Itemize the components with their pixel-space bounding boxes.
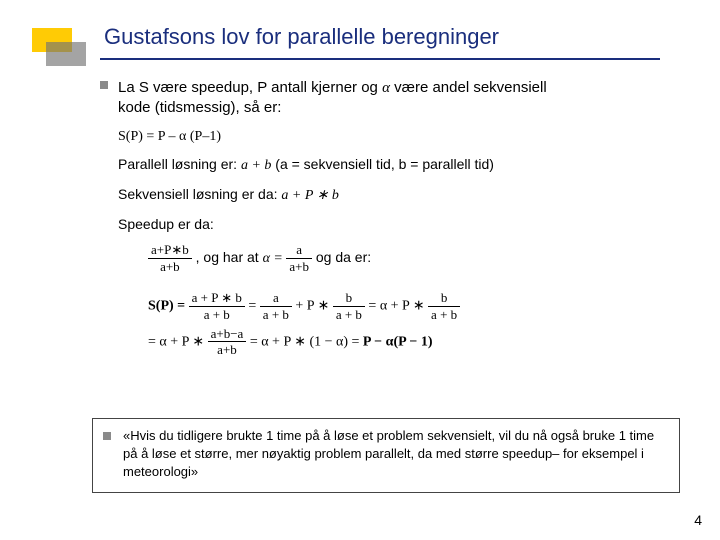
eq-lhs: S(P) = — [148, 299, 189, 314]
speedup-fraction: a+P∗b a+b — [148, 243, 192, 273]
eq-row2-pre: = α + P ∗ — [148, 334, 208, 349]
speedup-num: a+P∗b — [148, 243, 192, 259]
eq-f1-den: a + b — [189, 307, 245, 322]
eq-row2-mid: = α + P ∗ (1 − α) = — [246, 334, 363, 349]
eq-plus-p: + P ∗ — [292, 299, 333, 314]
parallel-pre: Parallell løsning er: — [118, 156, 241, 172]
seq-expr: a + P ∗ b — [281, 188, 338, 203]
eq-f5-den: a+b — [208, 342, 247, 357]
eq-f3: ba + b — [333, 291, 365, 321]
eq-row2-final: P − α(P − 1) — [363, 334, 433, 349]
bullet-icon — [100, 81, 108, 89]
alpha-pre: , og har at — [196, 249, 263, 265]
intro-line1-pre: La S være speedup, P antall kjerner og — [118, 79, 382, 96]
logo-gray-square — [46, 42, 86, 66]
parallel-line: Parallell løsning er: a + b (a = sekvens… — [118, 155, 690, 175]
page-number: 4 — [694, 512, 702, 528]
eq-f4-num: b — [428, 291, 460, 307]
eq-row1: S(P) = a + P ∗ ba + b = aa + b + P ∗ ba … — [148, 291, 690, 322]
bullet-icon — [103, 432, 111, 440]
eq-f5: a+b−aa+b — [208, 327, 247, 357]
speedup-fraction-row: a+P∗b a+b , og har at α = a a+b og da er… — [148, 243, 690, 273]
sp-formula: S(P) = P – α (P–1) — [118, 129, 690, 145]
main-equation: S(P) = a + P ∗ ba + b = aa + b + P ∗ ba … — [148, 291, 690, 357]
content-area: La S være speedup, P antall kjerner og α… — [100, 78, 690, 358]
slide-title: Gustafsons lov for parallelle beregninge… — [104, 24, 499, 50]
alpha-eq: α = — [263, 251, 287, 266]
alpha-fraction: a a+b — [286, 243, 312, 273]
alpha-post: og da er: — [312, 249, 371, 265]
eq-f3-num: b — [333, 291, 365, 307]
eq-f1: a + P ∗ ba + b — [189, 291, 245, 321]
speedup-label: Speedup er da: — [118, 215, 690, 233]
eq-f2-num: a — [260, 291, 292, 307]
slide: Gustafsons lov for parallelle beregninge… — [0, 0, 720, 540]
parallel-post: (a = sekvensiell tid, b = parallell tid) — [271, 156, 494, 172]
eq-f2-den: a + b — [260, 307, 292, 322]
eq-f1-num: a + P ∗ b — [189, 291, 245, 307]
eq-eq2: = α + P ∗ — [365, 299, 428, 314]
intro-line1-post: være andel sekvensiell — [390, 79, 547, 96]
speedup-den: a+b — [148, 259, 192, 274]
eq-eq1: = — [245, 299, 260, 314]
eq-f5-num: a+b−a — [208, 327, 247, 343]
intro-bullet: La S være speedup, P antall kjerner og α… — [100, 78, 690, 119]
seq-pre: Sekvensiell løsning er da: — [118, 186, 281, 202]
parallel-expr: a + b — [241, 158, 271, 173]
quote-text: «Hvis du tidligere brukte 1 time på å lø… — [123, 427, 669, 482]
eq-f4-den: a + b — [428, 307, 460, 322]
alpha-num: a — [286, 243, 312, 259]
alpha-den: a+b — [286, 259, 312, 274]
intro-line2: kode (tidsmessig), så er: — [100, 98, 690, 118]
title-underline — [100, 58, 660, 60]
quote-box: «Hvis du tidligere brukte 1 time på å lø… — [92, 418, 680, 493]
eq-f2: aa + b — [260, 291, 292, 321]
eq-f4: ba + b — [428, 291, 460, 321]
eq-f3-den: a + b — [333, 307, 365, 322]
eq-row2: = α + P ∗ a+b−aa+b = α + P ∗ (1 − α) = P… — [148, 327, 690, 358]
alpha-symbol: α — [382, 80, 390, 96]
logo — [32, 28, 88, 70]
sequential-line: Sekvensiell løsning er da: a + P ∗ b — [118, 185, 690, 205]
